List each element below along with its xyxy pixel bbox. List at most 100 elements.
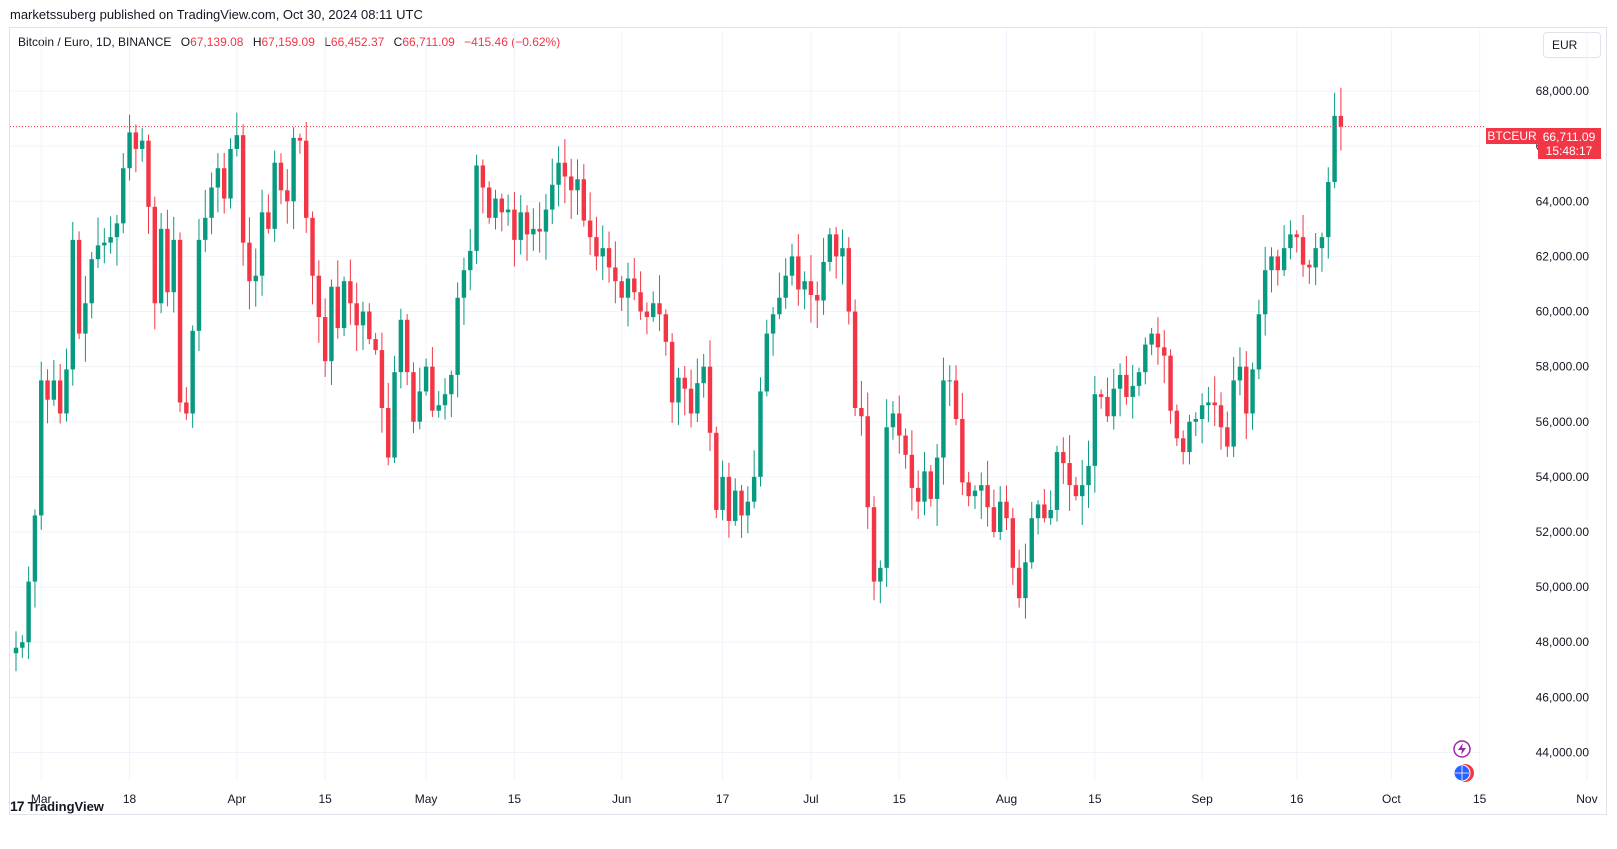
candle-body — [1313, 248, 1318, 268]
candle-body — [922, 471, 927, 502]
candle-body — [518, 212, 523, 240]
candle-body — [966, 482, 971, 497]
candle-body — [468, 250, 473, 271]
candle-body — [878, 567, 883, 582]
tradingview-name: TradingView — [27, 798, 104, 814]
candle-body — [1136, 372, 1142, 386]
candle-body — [215, 168, 221, 188]
candle-body — [808, 281, 814, 295]
candle-body — [505, 209, 511, 213]
candle-body — [714, 432, 719, 510]
candle-body — [972, 490, 978, 497]
price-tag-value-bg — [1538, 128, 1601, 159]
candle-body — [341, 281, 347, 329]
y-tick-label: 58,000.00 — [1536, 360, 1590, 374]
candle-body — [133, 132, 139, 149]
candle-body — [815, 294, 820, 301]
candle-body — [234, 135, 240, 149]
candle-body — [884, 427, 889, 568]
candle-body — [751, 476, 757, 502]
candle-body — [947, 380, 952, 382]
time-axis[interactable]: Mar 18 Apr 15 May 15 Jun 17 Jul 15 Aug 15 Sep 16 Oct 15… — [31, 792, 1598, 806]
high-label: H — [252, 35, 262, 49]
candle-body — [669, 341, 675, 403]
candle-body — [152, 206, 158, 304]
candle-body — [259, 212, 265, 276]
candle-body — [1250, 369, 1255, 414]
candle-body — [480, 165, 486, 188]
candle-body — [1042, 504, 1047, 519]
lightning-icon[interactable] — [1453, 740, 1471, 758]
candle-body — [64, 369, 69, 414]
candle-body — [695, 383, 700, 414]
chart-frame[interactable] — [9, 27, 1607, 815]
close-label: C — [393, 35, 403, 49]
change-value: −415.46 (−0.62%) — [464, 35, 561, 49]
candle-body — [486, 187, 492, 218]
candle-body — [758, 391, 763, 477]
candle-body — [1111, 388, 1116, 417]
tradingview-brand[interactable]: 17 TradingView — [10, 798, 104, 814]
candle-body — [581, 179, 587, 221]
candle-body — [411, 372, 416, 422]
candle-body — [76, 239, 82, 334]
candle-body — [543, 209, 549, 232]
candle-body — [379, 350, 385, 408]
y-tick-label: 68,000.00 — [1536, 84, 1590, 98]
candle-body — [739, 490, 744, 516]
currency-selector[interactable]: EUR — [1543, 32, 1601, 58]
candle-body — [682, 377, 687, 389]
candle-body — [726, 476, 732, 521]
candle-body — [632, 278, 637, 293]
x-tick-label: Aug — [996, 792, 1017, 806]
candles — [13, 87, 1344, 672]
candle-body — [221, 168, 227, 199]
candle-body — [625, 278, 631, 298]
candle-body — [1332, 115, 1337, 183]
candle-body — [449, 374, 454, 395]
candle-body — [228, 148, 233, 199]
grid-lines — [10, 30, 1588, 780]
candle-body — [360, 311, 366, 326]
candle-body — [512, 209, 517, 240]
globe-icon[interactable] — [1453, 764, 1474, 782]
candle-body — [1098, 394, 1104, 397]
candle-body — [1237, 366, 1243, 381]
low-value: 66,452.37 — [330, 35, 385, 49]
candle-body — [1073, 485, 1079, 497]
symbol-description[interactable]: Bitcoin / Euro, 1D, BINANCE — [18, 35, 172, 49]
candle-body — [184, 402, 189, 414]
candle-body — [985, 485, 990, 508]
candle-body — [777, 297, 782, 315]
candle-body — [941, 380, 946, 458]
candle-body — [493, 198, 498, 218]
candle-body — [442, 394, 448, 406]
candle-body — [733, 490, 738, 521]
candle-body — [83, 303, 88, 334]
x-tick-label: May — [415, 792, 438, 806]
candle-body — [1206, 402, 1211, 406]
candle-body — [745, 501, 751, 516]
candle-body — [278, 162, 284, 191]
candle-body — [13, 647, 19, 654]
candle-body — [575, 179, 580, 191]
candle-body — [1275, 256, 1281, 271]
candle-body — [833, 234, 839, 257]
candle-body — [102, 242, 107, 246]
candle-body — [367, 311, 372, 340]
candle-body — [789, 256, 795, 276]
candle-body — [524, 212, 530, 235]
candle-body — [770, 314, 776, 334]
y-tick-label: 56,000.00 — [1536, 415, 1590, 429]
candle-body — [1023, 562, 1028, 599]
candle-body — [1162, 347, 1167, 356]
candle-body — [310, 217, 315, 276]
price-axis[interactable]: 44,000.00 46,000.00 48,000.00 50,000.00 52,0… — [1536, 84, 1590, 759]
candle-body — [1225, 427, 1230, 447]
candle-body — [1035, 504, 1041, 519]
candle-body — [720, 476, 725, 510]
y-tick-label: 52,000.00 — [1536, 525, 1590, 539]
candle-body — [139, 140, 145, 149]
candle-body — [1307, 264, 1312, 268]
